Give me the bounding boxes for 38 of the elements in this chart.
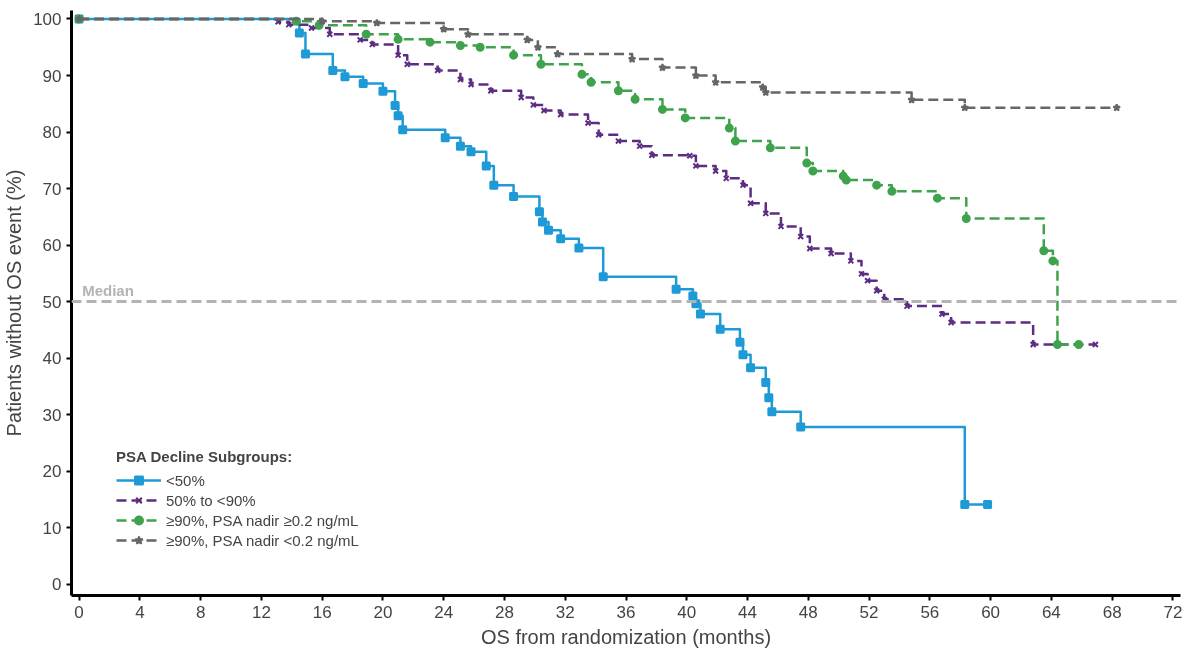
x-tick-label: 12: [251, 602, 271, 622]
legend-label: 50% to <90%: [166, 491, 256, 509]
y-tick-label: 50: [42, 292, 62, 312]
y-tick-label: 80: [42, 123, 62, 143]
y-tick-label: 90: [42, 66, 62, 86]
x-tick-label: 60: [981, 602, 1001, 622]
legend-title: PSA Decline Subgroups:: [116, 448, 294, 465]
ref-line-label: Median: [82, 281, 134, 299]
y-tick-label: 100: [33, 9, 62, 29]
x-tick-label: 48: [798, 602, 818, 622]
x-tick-label: 44: [738, 602, 757, 622]
x-tick-label: 8: [195, 602, 206, 622]
x-tick-label: 16: [312, 602, 332, 622]
x-axis-title: OS from randomization (months): [480, 625, 772, 648]
y-tick-label: 20: [42, 462, 62, 482]
x-tick-label: 40: [677, 602, 697, 622]
x-tick-label: 28: [495, 602, 514, 622]
y-tick-label: 40: [42, 349, 62, 369]
x-tick-label: 24: [434, 602, 454, 622]
x-tick-label: 4: [135, 602, 145, 622]
x-tick-label: 20: [373, 602, 393, 622]
x-tick-label: 52: [859, 602, 879, 622]
legend-label: <50%: [166, 471, 205, 489]
y-tick-label: 0: [52, 575, 62, 595]
x-tick-label: 0: [74, 602, 84, 622]
x-tick-label: 36: [616, 602, 636, 622]
y-tick-label: 70: [42, 179, 62, 199]
x-tick-label: 64: [1041, 602, 1061, 622]
x-tick-label: 72: [1163, 602, 1183, 622]
y-tick-label: 30: [42, 405, 62, 425]
y-tick-label: 60: [42, 236, 62, 256]
x-tick-label: 68: [1102, 602, 1122, 622]
legend-label: ≥90%, PSA nadir ≥0.2 ng/mL: [166, 511, 359, 529]
y-axis-title: Patients without OS event (%): [3, 169, 26, 437]
x-tick-label: 32: [555, 602, 575, 622]
legend-label: ≥90%, PSA nadir <0.2 ng/mL: [166, 531, 359, 549]
x-tick-label: 56: [920, 602, 940, 622]
y-tick-label: 10: [42, 518, 62, 538]
